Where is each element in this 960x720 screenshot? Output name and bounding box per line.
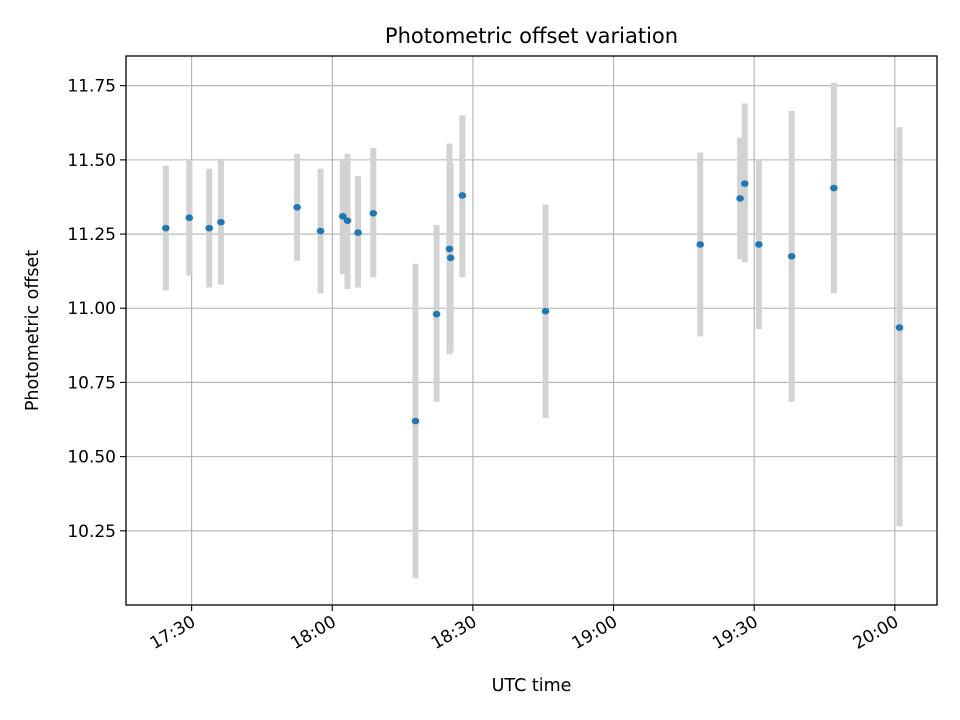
data-point [339,212,347,220]
data-point [432,310,441,318]
data-point [369,209,378,217]
data-point [740,180,749,187]
data-point [696,241,705,248]
plot-area-frame [125,55,938,606]
data-point [830,184,838,192]
y-tick-label: 10.50 [67,448,116,468]
data-point [445,245,454,253]
y-tick-label: 11.75 [67,77,116,97]
grid-lines [126,56,937,605]
data-point [458,192,467,199]
y-tick-label: 11.00 [67,299,116,319]
data-point [316,227,325,235]
data-point [787,253,796,260]
data-point [895,324,904,331]
y-tick-label: 10.25 [67,522,116,542]
y-axis-ticks: 10.25 10.50 10.75 11.00 11.25 11.50 11.75 [67,77,126,542]
data-point [162,224,170,232]
data-point [354,229,362,236]
chart-title: Photometric offset variation [385,24,678,48]
data-point [541,307,550,315]
data-point [343,217,352,224]
data-point [217,218,225,226]
data-point [736,195,744,202]
data-point [293,204,301,211]
x-axis-title: UTC time [492,676,572,696]
data-point [411,417,420,425]
data-points [162,180,904,425]
data-point [205,224,214,232]
y-tick-label: 11.25 [67,225,116,245]
data-point [185,214,194,222]
y-tick-label: 10.75 [67,373,116,393]
y-axis-title: Photometric offset [23,250,43,411]
y-tick-label: 11.50 [67,151,116,171]
data-point [755,241,763,248]
data-point [446,254,455,262]
